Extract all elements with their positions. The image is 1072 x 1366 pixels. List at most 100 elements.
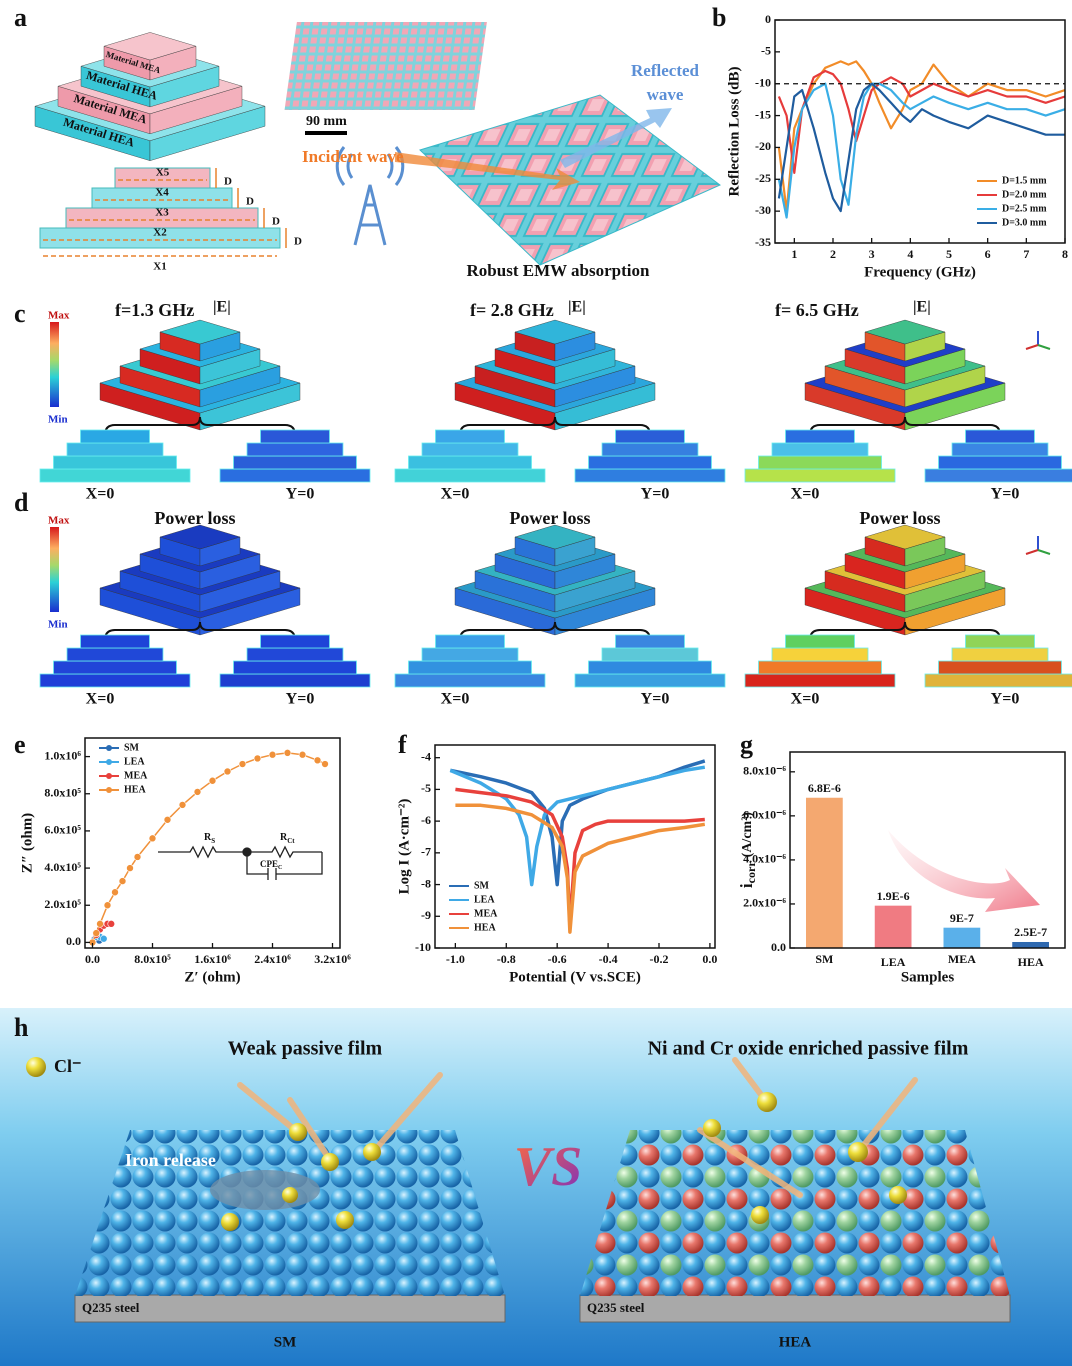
cut-label: Y=0 (286, 486, 315, 503)
section-layer (54, 456, 177, 469)
value-label: 2.5E-7 (1014, 925, 1047, 939)
panel-h: Cl⁻ Weak passive film Ni and Cr oxide en… (0, 1008, 1072, 1366)
width-label: X2 (153, 227, 167, 239)
panel-letter: a (14, 3, 27, 32)
data-point (322, 761, 329, 768)
x-tick-label: 8 (1062, 247, 1068, 261)
legend-label: D=3.0 mm (1002, 217, 1047, 228)
x-tick-label: -1.0 (446, 952, 465, 966)
x-tick-label: -0.2 (650, 952, 669, 966)
data-point (269, 751, 276, 758)
panel-letter: f (398, 730, 407, 759)
y-tick-label: -10 (755, 75, 771, 89)
section-layer (616, 635, 685, 648)
panel-title: Power loss (509, 508, 590, 528)
data-point (108, 920, 115, 927)
axis-triad (1026, 550, 1038, 554)
section-layer (966, 430, 1035, 443)
cut-label: Y=0 (991, 691, 1020, 708)
cut-label: Y=0 (641, 486, 670, 503)
section-layer (602, 443, 698, 456)
section-layer (745, 674, 895, 687)
y-tick-label: -5 (761, 44, 771, 58)
width-label: X1 (153, 261, 166, 273)
legend-label: LEA (124, 756, 145, 767)
data-point (112, 889, 119, 896)
section-layer (436, 635, 505, 648)
thickness-label: D (224, 176, 232, 188)
cut-label: X=0 (791, 691, 820, 708)
data-point (149, 835, 156, 842)
section-layer (395, 469, 545, 482)
section-layer (952, 443, 1048, 456)
data-point (179, 801, 186, 808)
y-tick-label: -25 (755, 171, 771, 185)
substrate-label: Q235 steel (82, 1300, 140, 1315)
legend-swatch (106, 759, 112, 765)
atom-layer (580, 1130, 1010, 1296)
panel-title: Power loss (859, 508, 940, 528)
section-layer (67, 648, 163, 661)
bar (1013, 942, 1049, 948)
frequency-label: f= 6.5 GHz (775, 300, 859, 320)
y-tick-label: 0 (765, 12, 771, 26)
substrate-label: Q235 steel (587, 1300, 645, 1315)
trend-arrow (888, 830, 1040, 912)
x-tick-label: 7 (1023, 247, 1029, 261)
x-tick-label: 4 (907, 247, 913, 261)
section-layer (786, 430, 855, 443)
legend-swatch (106, 745, 112, 751)
x-tick-label: LEA (881, 955, 906, 969)
section-layer (234, 661, 357, 674)
x-axis-title: Frequency (GHz) (864, 264, 976, 280)
section-layer (395, 674, 545, 687)
y-axis-title: Log I (A·cm⁻²) (396, 799, 412, 895)
section-layer (261, 430, 330, 443)
section-layer (772, 443, 868, 456)
data-point (164, 816, 171, 823)
section-layer (436, 430, 505, 443)
section-layer (589, 661, 712, 674)
frequency-label: f=1.3 GHz (115, 300, 194, 320)
panel-letter: g (740, 730, 753, 759)
width-label: X4 (155, 187, 169, 199)
section-layer (759, 456, 882, 469)
data-point (224, 768, 231, 775)
y-tick-label: -9 (421, 908, 431, 922)
circuit-label: RCt (280, 832, 295, 844)
legend-label: MEA (474, 908, 498, 919)
x-tick-label: 0.0 (85, 952, 100, 966)
y-tick-label: 0.0 (66, 934, 81, 948)
axis-triad (1026, 345, 1038, 349)
panel-letter: c (14, 299, 26, 328)
incident-label: Incident wave (302, 147, 404, 166)
data-point (127, 865, 134, 872)
cut-label: X=0 (791, 486, 820, 503)
section-layer (220, 469, 370, 482)
section-layer (602, 648, 698, 661)
panel-title: Ni and Cr oxide enriched passive film (648, 1038, 969, 1060)
y-tick-label: -4 (421, 749, 431, 763)
data-point (100, 935, 107, 942)
data-point (284, 749, 291, 756)
y-axis-title: Z″ (ohm) (19, 813, 35, 873)
y-tick-label: -10 (415, 940, 431, 954)
sample-label: HEA (779, 1334, 812, 1350)
section-layer (261, 635, 330, 648)
cut-label: X=0 (86, 486, 115, 503)
panel-title: Weak passive film (228, 1038, 383, 1060)
panel-title: Power loss (154, 508, 235, 528)
legend-label: LEA (474, 894, 495, 905)
section-layer (939, 456, 1062, 469)
legend-label: D=2.5 mm (1002, 203, 1047, 214)
data-point (104, 902, 111, 909)
data-point (239, 761, 246, 768)
reflected-label: Reflected (631, 61, 700, 80)
y-axis-title: icorr(A/cm²) (737, 812, 758, 888)
plot-area (450, 761, 705, 932)
x-tick-label: 3.2x10⁶ (314, 952, 351, 966)
y-axis-title: Reflection Loss (dB) (726, 67, 742, 197)
y-tick-label: -6 (421, 813, 431, 827)
y-tick-label: 1.0x10⁶ (44, 748, 81, 762)
legend-label: D=1.5 mm (1002, 175, 1047, 186)
